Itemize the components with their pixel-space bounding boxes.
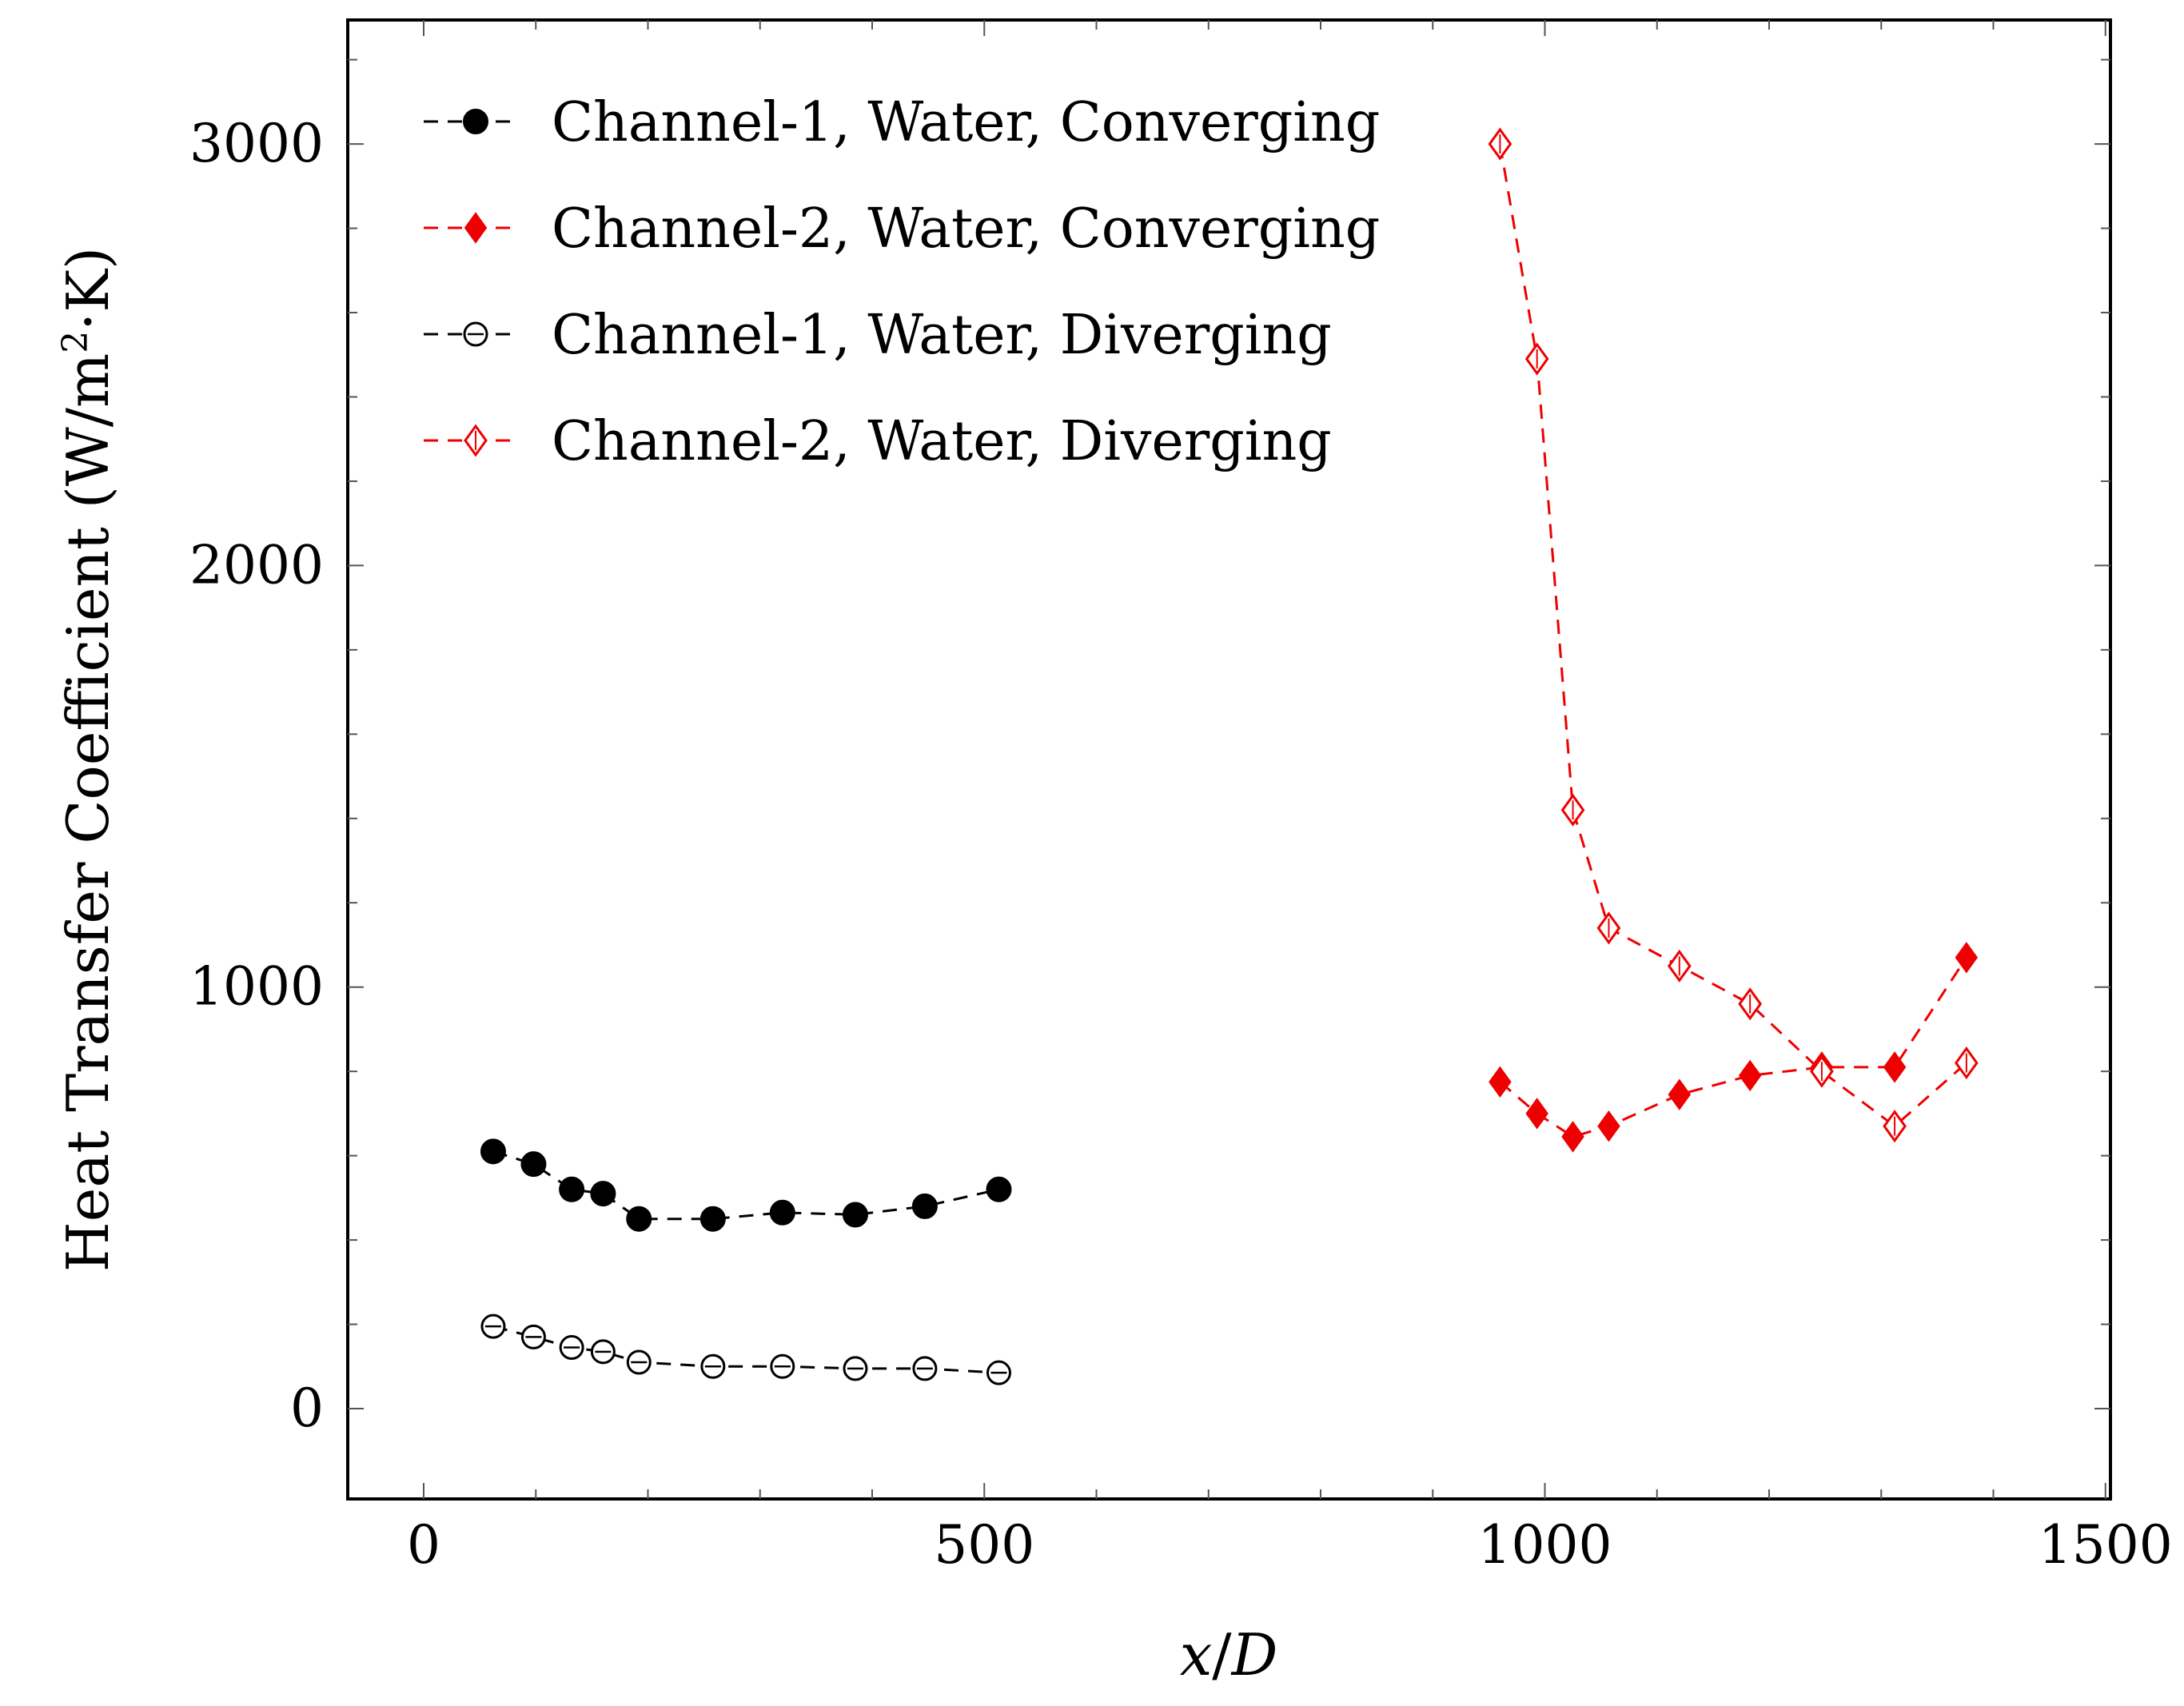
point-marker <box>1955 942 1979 974</box>
y-axis-title-main: Heat Transfer Coefficient (W/m <box>54 353 122 1272</box>
point-marker <box>1561 1121 1584 1153</box>
x-tick-label: 500 <box>934 1514 1034 1576</box>
point-marker <box>912 1356 938 1381</box>
point-marker <box>1525 1098 1548 1130</box>
point-marker <box>1738 1059 1762 1092</box>
x-axis-sep: / <box>1212 1621 1232 1688</box>
point-marker <box>520 1324 546 1349</box>
y-tick-label: 2000 <box>189 534 324 596</box>
point-marker <box>1667 949 1692 983</box>
legend-item: Channel-1, Water, Diverging <box>424 304 1332 367</box>
legend-label: Channel-1, Water, Diverging <box>552 304 1332 367</box>
y-tick-label: 3000 <box>189 113 324 174</box>
y-axis-title-tail: ·K) <box>54 247 122 331</box>
point-marker <box>1810 1054 1834 1088</box>
series-1 <box>480 1138 1012 1232</box>
point-marker <box>1488 127 1512 161</box>
legend-label: Channel-2, Water, Converging <box>552 197 1380 261</box>
point-marker <box>1524 342 1549 376</box>
y-tick-label: 0 <box>290 1377 324 1439</box>
point-marker <box>463 109 488 134</box>
legend-item: Channel-1, Water, Converging <box>424 91 1380 154</box>
point-marker <box>842 1202 868 1228</box>
point-marker <box>1883 1051 1907 1083</box>
point-marker <box>843 1356 868 1381</box>
point-marker <box>464 212 488 244</box>
point-marker <box>699 1206 726 1232</box>
point-marker <box>1738 987 1763 1021</box>
point-marker <box>626 1206 652 1232</box>
x-tick-label: 1500 <box>2039 1514 2173 1576</box>
series-line <box>492 1325 999 1374</box>
y-tick-label: 1000 <box>189 956 324 1018</box>
point-marker <box>1954 1046 1979 1080</box>
point-marker <box>1560 793 1585 827</box>
point-marker <box>1597 1110 1620 1142</box>
legend-item: Channel-2, Water, Diverging <box>424 410 1332 473</box>
legend-item: Channel-2, Water, Converging <box>424 197 1380 261</box>
series-4 <box>1488 127 1979 1143</box>
point-marker <box>1489 1066 1512 1098</box>
point-marker <box>986 1360 1011 1385</box>
series-layer <box>480 127 1979 1385</box>
point-marker <box>1883 1110 1907 1143</box>
axis-ticks <box>348 20 2110 1499</box>
x-tick-label: 0 <box>407 1514 440 1576</box>
axis-tick-labels: 0 500 1000 1500 0 1000 2000 3000 <box>189 113 2173 1576</box>
point-marker <box>480 1313 506 1339</box>
x-axis-den: D <box>1230 1621 1278 1688</box>
point-marker <box>463 321 488 347</box>
point-marker <box>559 1335 584 1361</box>
y-axis-title-sup: 2 <box>55 331 96 353</box>
point-marker <box>700 1353 726 1379</box>
x-axis-var: x <box>1180 1621 1213 1688</box>
point-marker <box>559 1176 585 1202</box>
x-tick-label: 1000 <box>1478 1514 1612 1576</box>
point-marker <box>626 1349 652 1375</box>
point-marker <box>1596 911 1621 945</box>
x-axis-title: x/D <box>1180 1621 1278 1688</box>
y-axis-title: Heat Transfer Coefficient (W/m2·K) <box>54 247 122 1272</box>
point-marker <box>911 1193 938 1219</box>
point-marker <box>1668 1078 1692 1110</box>
series-3 <box>480 1313 1011 1385</box>
point-marker <box>590 1339 616 1365</box>
point-marker <box>480 1138 506 1165</box>
point-marker <box>590 1181 616 1207</box>
series-line <box>492 1150 999 1221</box>
legend: Channel-1, Water, Converging Channel-2, W… <box>424 91 1380 473</box>
plot-area <box>346 18 2112 1501</box>
point-marker <box>464 424 488 457</box>
point-marker <box>770 1353 795 1379</box>
point-marker <box>520 1151 547 1178</box>
legend-label: Channel-2, Water, Diverging <box>552 410 1332 473</box>
point-marker <box>769 1199 795 1226</box>
legend-label: Channel-1, Water, Converging <box>552 91 1380 154</box>
point-marker <box>986 1176 1012 1202</box>
